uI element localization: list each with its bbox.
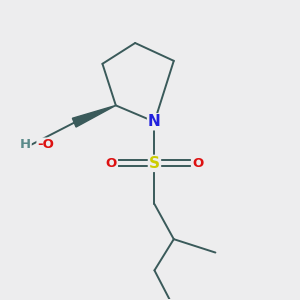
Text: O: O xyxy=(192,157,203,170)
Text: -O: -O xyxy=(37,138,54,151)
Polygon shape xyxy=(72,105,116,127)
Text: H: H xyxy=(20,138,31,151)
Text: O: O xyxy=(106,157,117,170)
Text: N: N xyxy=(148,114,161,129)
Text: S: S xyxy=(149,156,160,171)
